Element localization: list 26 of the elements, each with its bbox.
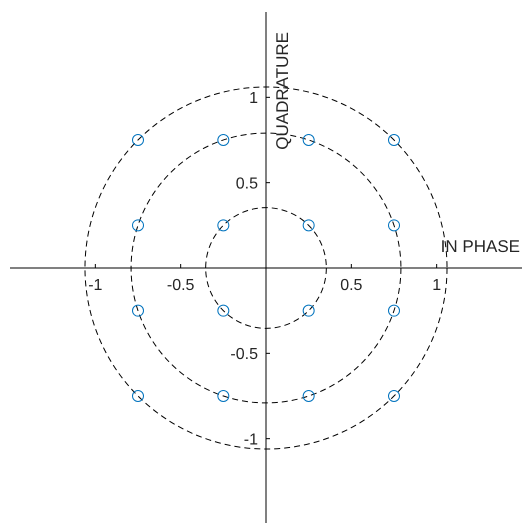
point xyxy=(132,134,144,146)
x-tick-label: 0.5 xyxy=(340,277,363,294)
x-axis-title: IN PHASE xyxy=(440,237,520,256)
point xyxy=(388,219,400,232)
x-tick-label: 1 xyxy=(432,277,442,294)
point xyxy=(302,134,315,146)
y-tick-label: -0.5 xyxy=(230,346,258,363)
point xyxy=(302,390,315,402)
point xyxy=(302,304,315,317)
point xyxy=(217,134,230,146)
point xyxy=(132,219,144,232)
point xyxy=(388,304,400,317)
y-tick-label: -1 xyxy=(244,431,258,448)
point xyxy=(217,390,230,402)
point xyxy=(388,134,400,146)
point xyxy=(132,390,144,402)
point xyxy=(217,219,230,232)
point xyxy=(388,390,400,402)
point xyxy=(217,304,230,317)
x-tick-label: -1 xyxy=(88,277,103,294)
point xyxy=(302,219,315,232)
y-tick-label: 0.5 xyxy=(236,175,258,192)
x-tick-label: -0.5 xyxy=(166,277,195,294)
y-axis-title: QUADRATURE xyxy=(273,32,292,150)
point xyxy=(132,304,144,317)
y-tick-label: 1 xyxy=(249,90,258,107)
